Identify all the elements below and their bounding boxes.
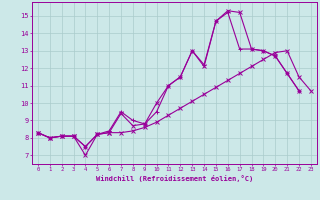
X-axis label: Windchill (Refroidissement éolien,°C): Windchill (Refroidissement éolien,°C) <box>96 175 253 182</box>
